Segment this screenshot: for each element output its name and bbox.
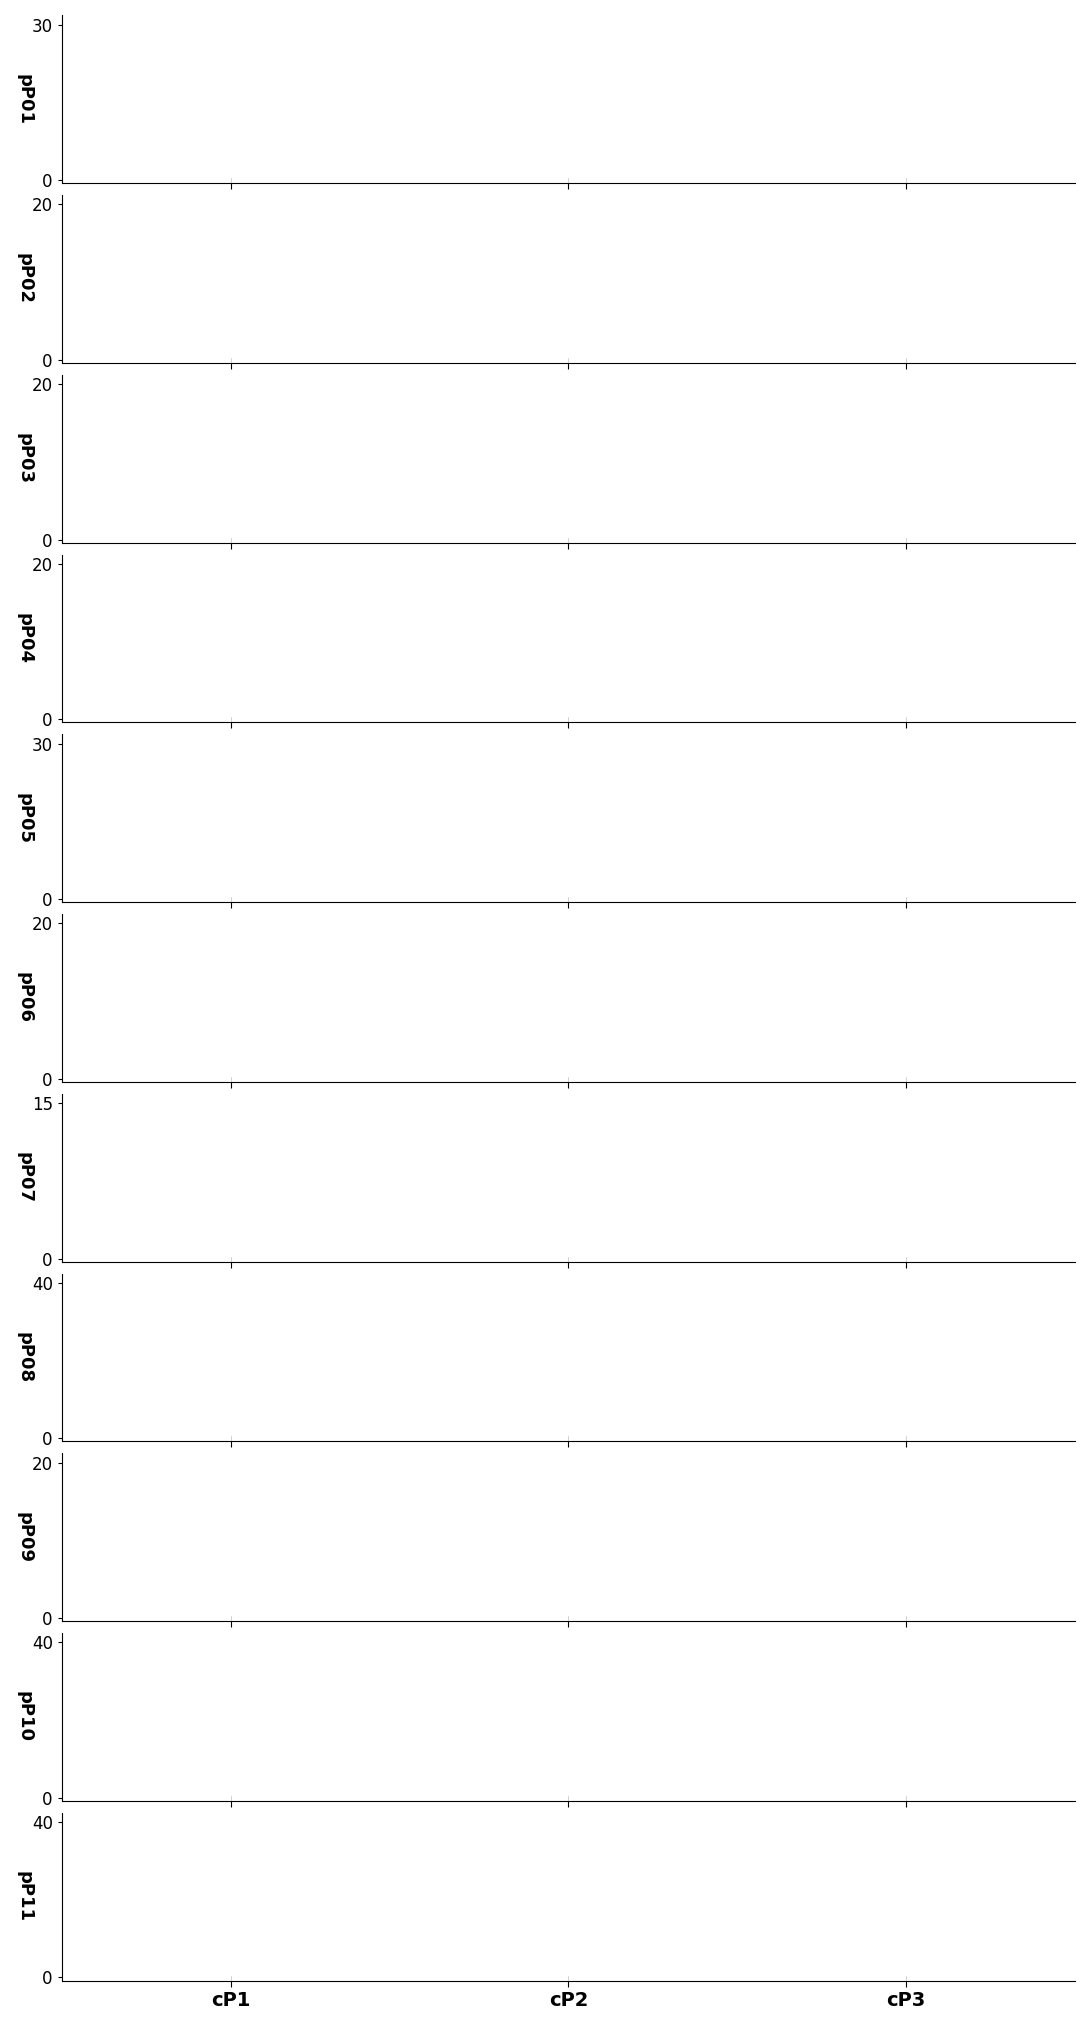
Y-axis label: pP09: pP09 bbox=[15, 1513, 33, 1563]
Y-axis label: pP01: pP01 bbox=[15, 73, 33, 126]
Y-axis label: pP07: pP07 bbox=[15, 1152, 33, 1203]
Y-axis label: pP08: pP08 bbox=[15, 1332, 33, 1383]
Y-axis label: pP04: pP04 bbox=[15, 614, 33, 664]
Y-axis label: pP03: pP03 bbox=[15, 433, 33, 484]
Y-axis label: pP06: pP06 bbox=[15, 972, 33, 1023]
Y-axis label: pP05: pP05 bbox=[15, 792, 33, 844]
Y-axis label: pP11: pP11 bbox=[15, 1871, 33, 1922]
Y-axis label: pP10: pP10 bbox=[15, 1691, 33, 1742]
Y-axis label: pP02: pP02 bbox=[15, 253, 33, 304]
